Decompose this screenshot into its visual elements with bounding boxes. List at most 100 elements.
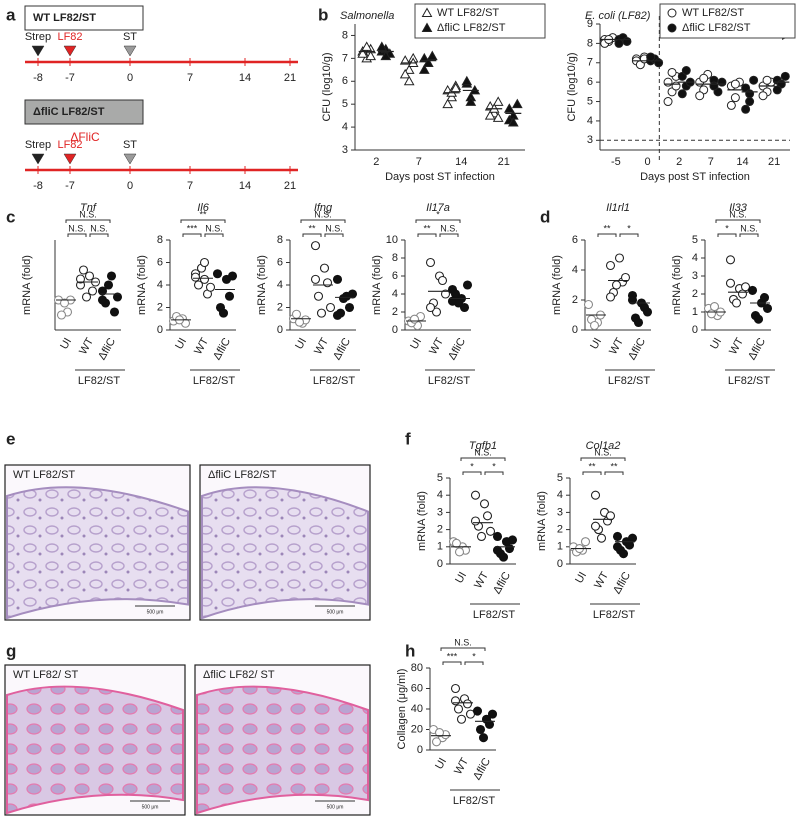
data-point <box>470 490 481 500</box>
data-point <box>81 292 92 302</box>
timeline-tick-label: 21 <box>284 180 296 192</box>
significance-label: * <box>627 223 631 233</box>
panel-label: c <box>6 207 15 226</box>
data-point <box>741 104 751 114</box>
panel-label: a <box>6 5 16 24</box>
y-tick-label: 2 <box>437 524 443 536</box>
x-tick-label: WT <box>472 570 491 591</box>
significance-bracket <box>460 457 506 461</box>
data-point <box>440 289 451 299</box>
significance-bracket <box>204 233 224 237</box>
data-point <box>511 98 523 109</box>
significance-bracket <box>597 233 617 237</box>
x-tick-label: ΔfliC <box>211 336 233 362</box>
y-tick-label: 4 <box>572 264 578 276</box>
data-point <box>642 307 653 317</box>
timeline-tick-label: 7 <box>187 72 193 84</box>
chart-title: Il6 <box>197 202 210 214</box>
data-point <box>332 310 343 320</box>
significance-bracket <box>417 233 437 237</box>
data-point <box>425 302 436 313</box>
image-label: WT LF82/ ST <box>13 669 78 681</box>
event-marker <box>63 45 77 57</box>
y-axis-label: mRNA (fold) <box>671 255 683 315</box>
x-tick-label: 7 <box>416 156 422 168</box>
data-point <box>109 307 120 317</box>
legend-label: ΔfliC LF82/ST <box>682 22 751 34</box>
group-label: LF82/ST <box>193 375 235 387</box>
data-point <box>759 293 770 303</box>
timeline-title: WT LF82/ST <box>33 12 96 24</box>
x-tick-label: ΔfliC <box>96 336 118 362</box>
y-tick-label: 5 <box>587 95 593 107</box>
y-tick-label: 3 <box>342 144 348 156</box>
tissue <box>196 685 369 815</box>
x-tick-label: WT <box>192 336 211 357</box>
data-point <box>316 308 327 318</box>
data-point <box>426 50 438 61</box>
y-tick-label: 2 <box>557 524 563 536</box>
y-axis-label: mRNA (fold) <box>551 255 563 315</box>
data-point <box>772 85 782 95</box>
data-point <box>199 274 210 284</box>
group-label: LF82/ST <box>593 609 635 621</box>
timeline-title: ΔfliC LF82/ST <box>33 106 105 118</box>
data-point <box>482 511 493 521</box>
data-point <box>409 314 420 324</box>
timeline-tick-label: 0 <box>127 72 133 84</box>
data-point <box>447 296 458 306</box>
data-point <box>199 257 210 268</box>
data-point <box>450 683 461 694</box>
y-tick-label: 40 <box>411 703 423 715</box>
scale-label: 500 μm <box>327 804 344 810</box>
significance-bracket <box>439 233 459 237</box>
data-point <box>498 552 509 562</box>
significance-label: N.S. <box>454 637 472 647</box>
significance-bracket <box>182 233 202 237</box>
event-marker <box>31 153 45 165</box>
data-point <box>695 91 705 101</box>
significance-bracket <box>440 647 486 651</box>
y-axis-label: mRNA (fold) <box>136 255 148 315</box>
significance-label: N.S. <box>594 447 612 457</box>
data-point <box>780 71 790 81</box>
data-point <box>431 307 442 317</box>
significance-label: * <box>472 651 476 661</box>
data-point <box>218 308 229 318</box>
image-label: ΔfliC LF82/ ST <box>203 669 275 681</box>
data-point <box>663 97 673 107</box>
data-point <box>478 733 489 743</box>
significance-label: *** <box>447 651 458 661</box>
data-point <box>614 38 624 48</box>
significance-bracket <box>302 233 322 237</box>
significance-label: N.S. <box>205 223 223 233</box>
data-point <box>227 271 238 281</box>
timeline-tick-label: 14 <box>239 180 251 192</box>
data-point <box>454 547 465 557</box>
data-point <box>611 280 622 290</box>
significance-bracket <box>582 471 602 475</box>
data-point <box>671 81 681 91</box>
x-tick-label: UI <box>453 570 469 586</box>
data-point <box>622 36 632 46</box>
y-axis-label: CFU (log10/g) <box>566 52 578 121</box>
event-marker <box>123 153 137 165</box>
significance-bracket <box>715 219 761 223</box>
y-tick-label: 2 <box>572 294 578 306</box>
y-tick-label: 0 <box>392 324 398 336</box>
x-tick-label: WT <box>427 336 446 357</box>
legend-box <box>659 3 796 39</box>
y-tick-label: 0 <box>277 324 283 336</box>
data-point <box>633 317 644 328</box>
data-point <box>437 275 448 286</box>
data-point <box>319 263 330 273</box>
significance-label: N.S. <box>68 223 86 233</box>
y-tick-label: 8 <box>157 234 163 246</box>
legend-marker <box>421 22 433 32</box>
event-label: ST <box>123 31 137 43</box>
x-tick-label: WT <box>592 570 611 591</box>
data-point <box>462 699 473 709</box>
panel-label: e <box>6 429 15 448</box>
significance-label: ** <box>423 223 431 233</box>
timeline-box <box>24 99 144 125</box>
